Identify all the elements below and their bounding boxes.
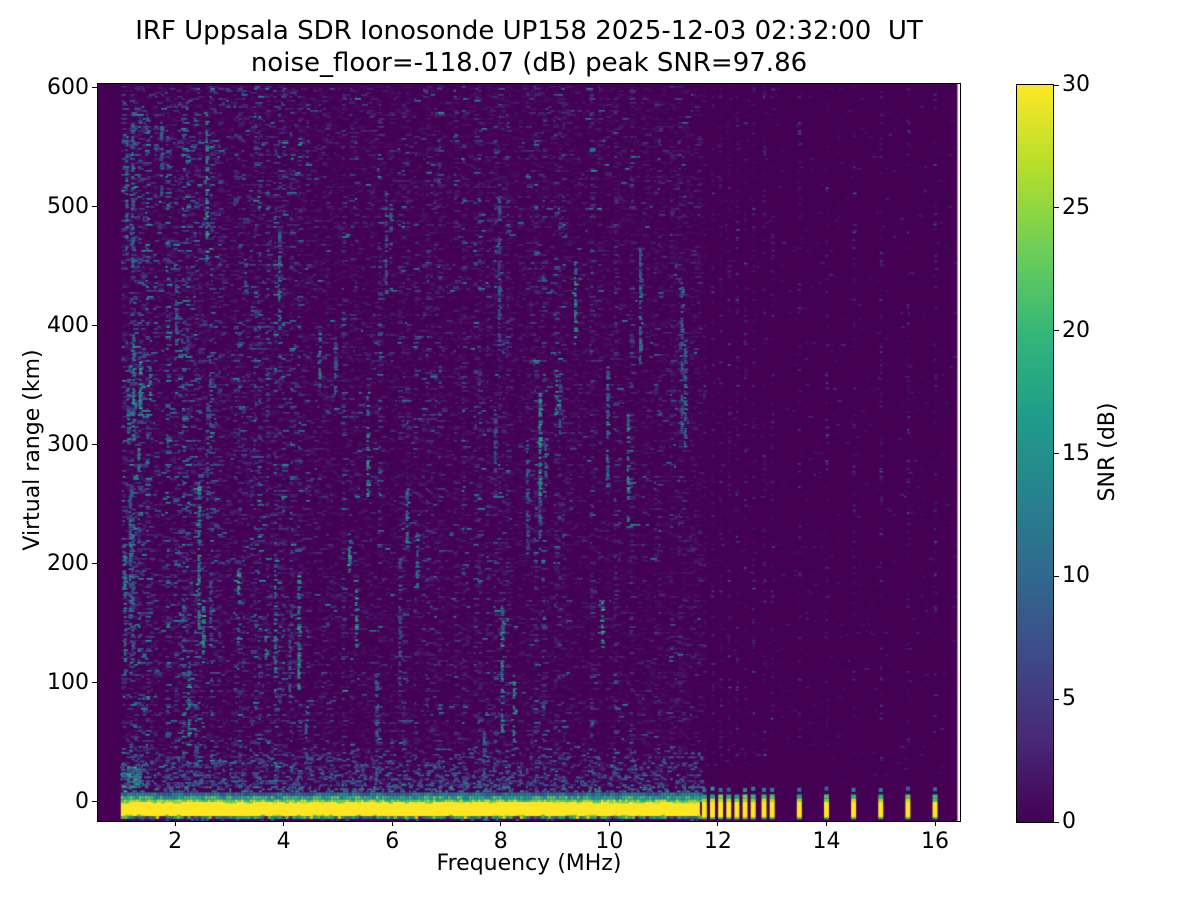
- y-tick-mark: [92, 325, 97, 327]
- colorbar-tick-label: 0: [1062, 809, 1076, 834]
- colorbar-tick-label: 30: [1062, 72, 1090, 97]
- y-tick-label: 500: [47, 193, 89, 219]
- y-tick-mark: [92, 563, 97, 565]
- x-tick-label: 2: [168, 829, 183, 854]
- colorbar-tick-mark: [1054, 84, 1059, 86]
- x-tick-mark: [934, 821, 936, 826]
- colorbar-tick-label: 10: [1062, 563, 1090, 589]
- y-tick-label: 300: [47, 431, 89, 457]
- x-tick-mark: [608, 821, 610, 826]
- ionogram-heatmap-canvas: [98, 84, 960, 821]
- colorbar-tick-mark: [1054, 207, 1059, 209]
- x-axis-label: Frequency (MHz): [436, 851, 622, 876]
- x-tick-mark: [391, 821, 393, 826]
- chart-title: IRF Uppsala SDR Ionosonde UP158 2025-12-…: [135, 16, 923, 46]
- y-tick-mark: [92, 682, 97, 684]
- x-tick-mark: [717, 821, 719, 826]
- colorbar-frame: [1016, 84, 1054, 823]
- x-tick-mark: [174, 821, 176, 826]
- colorbar-tick-mark: [1054, 698, 1059, 700]
- x-tick-label: 16: [921, 829, 950, 854]
- y-tick-label: 400: [47, 312, 89, 338]
- x-tick-label: 8: [493, 829, 508, 854]
- colorbar-tick-label: 15: [1062, 440, 1090, 466]
- x-tick-label: 10: [595, 829, 624, 854]
- plot-area-frame: [97, 83, 961, 822]
- colorbar-tick-mark: [1054, 575, 1059, 577]
- y-tick-mark: [92, 87, 97, 89]
- y-tick-mark: [92, 801, 97, 803]
- y-tick-label: 200: [47, 550, 89, 576]
- chart-subtitle: noise_floor=-118.07 (dB) peak SNR=97.86: [250, 48, 808, 78]
- y-tick-mark: [92, 206, 97, 208]
- colorbar-tick-label: 25: [1062, 194, 1090, 220]
- y-tick-label: 0: [75, 788, 89, 814]
- colorbar-tick-label: 5: [1062, 686, 1076, 712]
- colorbar-tick-mark: [1054, 821, 1059, 823]
- x-tick-label: 4: [276, 829, 291, 854]
- x-tick-label: 12: [703, 829, 732, 854]
- colorbar-tick-label: 20: [1062, 317, 1090, 343]
- colorbar-gradient-canvas: [1017, 85, 1053, 822]
- x-tick-mark: [825, 821, 827, 826]
- colorbar-tick-mark: [1054, 453, 1059, 454]
- y-tick-mark: [92, 444, 97, 446]
- colorbar-tick-mark: [1054, 330, 1059, 332]
- x-tick-label: 6: [385, 829, 400, 854]
- y-tick-label: 100: [47, 669, 89, 695]
- y-tick-label: 600: [47, 74, 89, 100]
- x-tick-mark: [500, 821, 502, 826]
- x-tick-mark: [283, 821, 285, 826]
- x-tick-label: 14: [812, 829, 841, 854]
